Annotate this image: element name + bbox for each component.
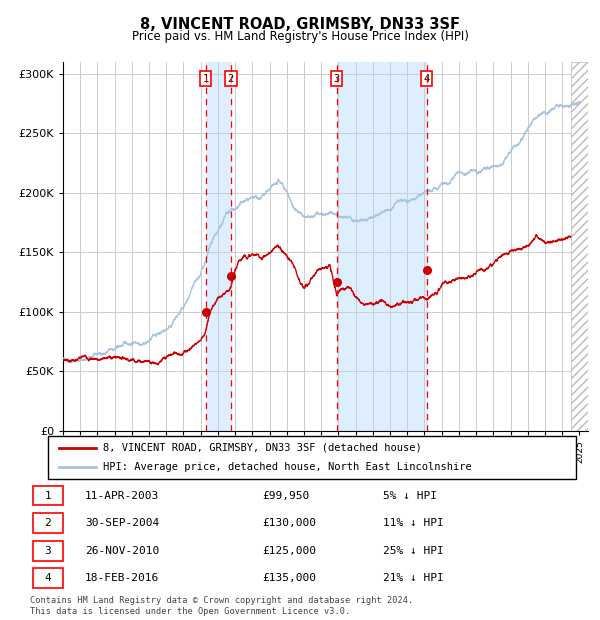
Text: 18-FEB-2016: 18-FEB-2016 (85, 574, 160, 583)
Text: HPI: Average price, detached house, North East Lincolnshire: HPI: Average price, detached house, Nort… (103, 463, 472, 472)
FancyBboxPatch shape (48, 436, 576, 479)
Text: 11-APR-2003: 11-APR-2003 (85, 490, 160, 500)
Text: 11% ↓ HPI: 11% ↓ HPI (383, 518, 444, 528)
Text: 2: 2 (44, 518, 52, 528)
Text: £130,000: £130,000 (262, 518, 316, 528)
Text: 3: 3 (334, 74, 340, 84)
Text: 2: 2 (228, 74, 234, 84)
Text: £135,000: £135,000 (262, 574, 316, 583)
Text: Price paid vs. HM Land Registry's House Price Index (HPI): Price paid vs. HM Land Registry's House … (131, 30, 469, 43)
FancyBboxPatch shape (33, 541, 63, 560)
Text: 4: 4 (424, 74, 430, 84)
Text: 30-SEP-2004: 30-SEP-2004 (85, 518, 160, 528)
Text: 21% ↓ HPI: 21% ↓ HPI (383, 574, 444, 583)
FancyBboxPatch shape (33, 513, 63, 533)
Bar (571, 62, 588, 431)
Bar (337, 62, 427, 431)
Text: 8, VINCENT ROAD, GRIMSBY, DN33 3SF (detached house): 8, VINCENT ROAD, GRIMSBY, DN33 3SF (deta… (103, 443, 422, 453)
Text: 8, VINCENT ROAD, GRIMSBY, DN33 3SF: 8, VINCENT ROAD, GRIMSBY, DN33 3SF (140, 17, 460, 32)
Text: £99,950: £99,950 (262, 490, 309, 500)
Text: 26-NOV-2010: 26-NOV-2010 (85, 546, 160, 556)
FancyBboxPatch shape (33, 485, 63, 505)
Text: 1: 1 (44, 490, 52, 500)
Text: 4: 4 (44, 574, 52, 583)
Text: 5% ↓ HPI: 5% ↓ HPI (383, 490, 437, 500)
Text: 25% ↓ HPI: 25% ↓ HPI (383, 546, 444, 556)
Text: 3: 3 (44, 546, 52, 556)
Bar (206, 62, 231, 431)
Text: Contains HM Land Registry data © Crown copyright and database right 2024.
This d: Contains HM Land Registry data © Crown c… (30, 596, 413, 616)
FancyBboxPatch shape (33, 569, 63, 588)
Text: 1: 1 (202, 74, 209, 84)
Text: £125,000: £125,000 (262, 546, 316, 556)
